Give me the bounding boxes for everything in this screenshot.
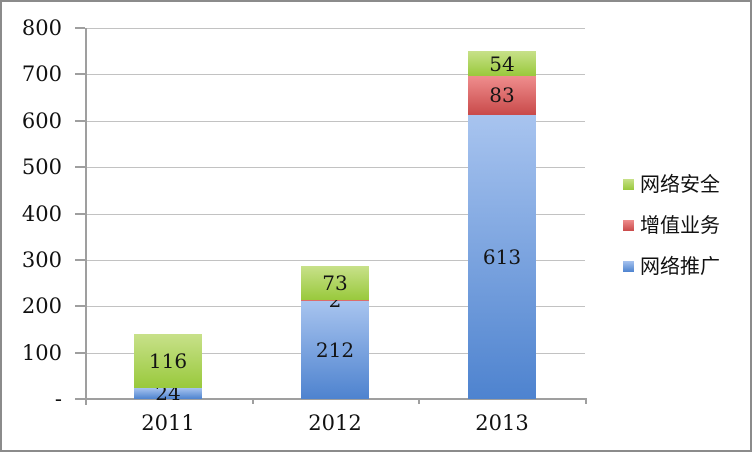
- bar-segment: [468, 76, 536, 115]
- y-axis-tick: [75, 259, 85, 261]
- legend-swatch-icon: [623, 219, 634, 231]
- gridline: [86, 121, 585, 122]
- y-axis-tick: [75, 120, 85, 122]
- x-axis-category-label: 2012: [308, 411, 362, 435]
- legend-item: 网络安全: [623, 173, 720, 195]
- x-axis-line: [85, 398, 585, 400]
- gridline: [86, 74, 585, 75]
- x-axis-tick: [418, 398, 420, 404]
- y-axis-tick: [75, 213, 85, 215]
- x-axis-tick: [585, 398, 587, 404]
- bar-segment: [134, 387, 202, 399]
- bar-segment: [301, 300, 369, 399]
- y-axis-tick-label: 500: [21, 155, 62, 179]
- bar-segment: [468, 51, 536, 77]
- y-axis-tick-label: 100: [21, 341, 62, 365]
- gridline: [86, 214, 585, 215]
- y-axis-tick-label: 400: [21, 202, 62, 226]
- y-axis-tick: [75, 305, 85, 307]
- legend-swatch-icon: [623, 260, 634, 272]
- gridline: [86, 260, 585, 261]
- x-axis-category-label: 2011: [141, 411, 195, 435]
- legend-item: 增值业务: [623, 214, 720, 236]
- bar-value-label: 54: [489, 51, 515, 76]
- x-axis-tick: [252, 398, 254, 404]
- y-axis-tick: [75, 73, 85, 75]
- y-axis-tick-label: 800: [21, 16, 62, 40]
- bar-value-label: 73: [322, 270, 348, 295]
- bar-value-label: 212: [315, 337, 355, 362]
- bar-value-label: 613: [482, 244, 522, 269]
- legend-label: 网络推广: [640, 254, 720, 278]
- y-axis-line: [85, 28, 87, 405]
- gridline: [86, 28, 585, 29]
- chart-legend: 网络安全增值业务网络推广: [623, 173, 720, 296]
- y-axis-tick: [75, 27, 85, 29]
- bar-segment: [301, 299, 369, 301]
- y-axis-tick-label: 300: [21, 248, 62, 272]
- x-axis-category-label: 2013: [475, 411, 529, 435]
- y-axis-tick-label: -: [54, 387, 62, 411]
- bar-value-label: 116: [148, 348, 188, 373]
- legend-label: 增值业务: [640, 213, 720, 237]
- y-axis-tick: [75, 352, 85, 354]
- y-axis-tick-label: 200: [21, 294, 62, 318]
- legend-label: 网络安全: [640, 172, 720, 196]
- gridline: [86, 167, 585, 168]
- y-axis-tick-label: 700: [21, 62, 62, 86]
- legend-item: 网络推广: [623, 255, 720, 277]
- y-axis-tick: [75, 398, 85, 400]
- bar-value-label: 24: [155, 381, 181, 406]
- bar-segment: [468, 114, 536, 399]
- bar-value-label: 83: [489, 83, 515, 108]
- y-axis-tick: [75, 166, 85, 168]
- bar-segment: [134, 334, 202, 388]
- x-axis-tick: [85, 398, 87, 404]
- legend-swatch-icon: [623, 178, 634, 190]
- bar-segment: [301, 265, 369, 300]
- y-axis-tick-label: 600: [21, 109, 62, 133]
